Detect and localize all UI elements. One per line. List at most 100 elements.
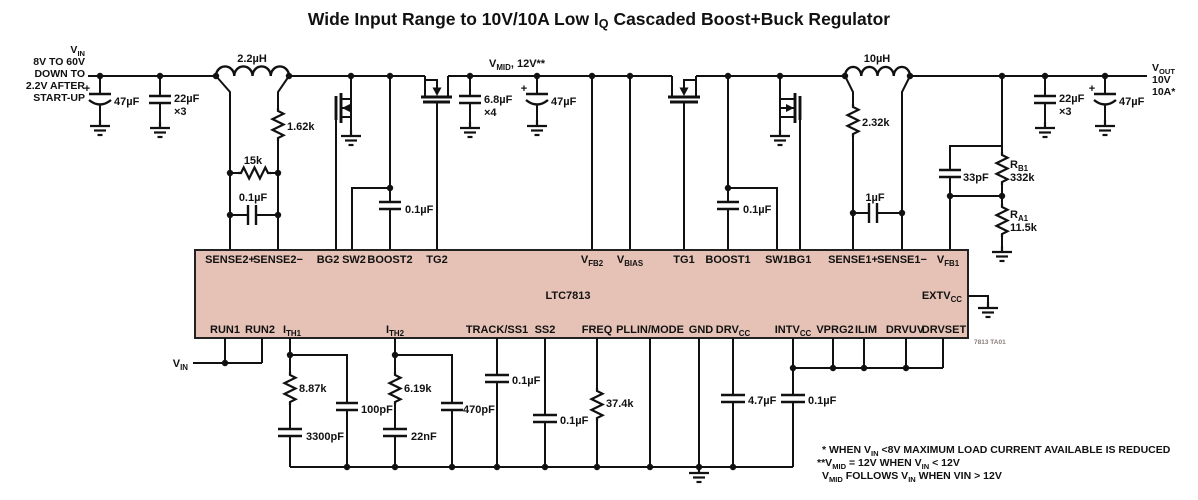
vin-l4: 2.2V AFTER <box>26 80 86 92</box>
freq-resistor <box>590 386 604 423</box>
sense1-dcr-resistor <box>846 102 860 139</box>
intvcc-cap-value: 0.1µF <box>808 395 837 407</box>
sense2-dcr-resistor <box>271 106 285 143</box>
pin-ith2: ITH2 <box>386 324 405 338</box>
sense2-filter-resistor <box>236 166 273 180</box>
boost1-bootstrap: 0.1µF <box>717 76 778 250</box>
top-power-rail <box>88 65 1147 77</box>
ra1-name: RA1 <box>1010 209 1029 223</box>
pin-intvcc: INTVCC <box>775 324 812 338</box>
ss1-cap-value: 0.1µF <box>512 375 541 387</box>
vout-current: 10A* <box>1152 86 1176 98</box>
pin-tg2: TG2 <box>426 254 447 266</box>
vmid-node: VMID, 12V** 6.8µF ×4 + 47µF <box>459 58 631 250</box>
pin-boost2: BOOST2 <box>367 254 412 266</box>
drvcc-cap-value: 4.7µF <box>748 395 777 407</box>
cout-cer-qty: ×3 <box>1059 106 1072 118</box>
ith1-resistor <box>283 370 297 407</box>
boost1-cap-value: 0.1µF <box>743 204 772 216</box>
boost-sense-network: 2.2µH 1.62k 15k 0.1µF <box>215 53 315 250</box>
ith1-res-value: 8.87k <box>299 383 327 395</box>
cin-ceramic-capacitor <box>149 76 171 137</box>
pin-freq: FREQ <box>582 324 613 336</box>
bg2-mosfet <box>334 76 363 250</box>
cin-bulk-polarity: + <box>84 83 90 95</box>
ith1-cap-value: 3300pF <box>306 431 344 443</box>
vmid-cer-qty: ×4 <box>484 107 497 119</box>
cout-bulk-value: 47µF <box>1119 96 1145 108</box>
pin-ilim: ILIM <box>855 324 877 336</box>
pin-sense2-minus: SENSE2− <box>253 254 303 266</box>
vout-name: VOUT <box>1152 62 1175 76</box>
rb1-resistor <box>995 150 1009 187</box>
pin-gnd: GND <box>689 324 714 336</box>
cin-cer-value: 22µF <box>174 93 200 105</box>
pin-run2: RUN2 <box>245 324 275 336</box>
run-connection: VIN <box>173 338 263 372</box>
pin-pllin-mode: PLLIN/MODE <box>616 324 684 336</box>
bg1-mosfet <box>768 76 802 250</box>
rb1-name: RB1 <box>1010 159 1029 173</box>
cin-bulk-capacitor <box>89 76 111 135</box>
extvcc-connection <box>968 295 1000 319</box>
buck-sense-network: 10µH 2.32k 1µF <box>844 53 911 250</box>
vmid-bulk-capacitor <box>526 76 548 135</box>
vmid-ceramic-capacitor <box>459 76 481 137</box>
pin-extvcc: EXTVCC <box>922 290 962 304</box>
ith2-compensation: 6.19k 22nF 470pF <box>383 338 495 467</box>
bg1-ground <box>768 128 792 147</box>
pin-vprg2: VPRG2 <box>816 324 853 336</box>
tg2-mosfet <box>421 76 452 250</box>
extvcc-ground <box>976 300 1000 319</box>
pin-boost1: BOOST1 <box>705 254 750 266</box>
sense1-dcr-value: 2.32k <box>862 117 890 129</box>
ith2-cap-value: 22nF <box>411 431 437 443</box>
vin-run-label: VIN <box>173 358 189 372</box>
vin-range: 8V TO 60V <box>33 56 85 68</box>
vout-voltage: 10V <box>1152 74 1171 86</box>
pin-sense2-plus: SENSE2+ <box>205 254 255 266</box>
footnotes: * WHEN VIN <8V MAXIMUM LOAD CURRENT AVAI… <box>817 444 1171 484</box>
cin-bulk-value: 47µF <box>114 96 140 108</box>
output-capacitors: 22µF ×3 + 47µF VOUT 10V 10A* <box>1034 62 1176 137</box>
pin-drvuv: DRVUV <box>886 324 925 336</box>
pin-run1: RUN1 <box>210 324 240 336</box>
divider-ground <box>990 244 1014 263</box>
ic-ref-tag: 7813 TA01 <box>974 339 1006 346</box>
cin-cer-qty: ×3 <box>174 106 187 118</box>
feedback-divider: 33pF RB1 332k RA1 11.5k <box>939 76 1038 263</box>
ith2-hf-cap-value: 470pF <box>463 404 495 416</box>
boost-inductor-value: 2.2µH <box>237 53 267 65</box>
ic-ltc7813: LTC7813 7813 TA01 SENSE2+ SENSE2− BG2 SW… <box>194 249 1006 346</box>
vmid-net-label: VMID, 12V** <box>489 58 546 72</box>
sense1-filter-cap-value: 1µF <box>865 192 884 204</box>
ith1-compensation: 8.87k 3300pF 100pF <box>278 338 393 467</box>
cout-bulk-polarity: + <box>1089 83 1095 95</box>
tg1-mosfet <box>668 76 700 250</box>
fb-cap-value: 33pF <box>963 172 989 184</box>
cout-ceramic-capacitor <box>1034 76 1056 137</box>
pin-ith1: ITH1 <box>283 324 302 338</box>
ic-body <box>194 249 969 339</box>
ith2-resistor <box>388 370 402 407</box>
buck-inductor <box>843 65 912 77</box>
schematic-title: Wide Input Range to 10V/10A Low IQ Casca… <box>308 9 890 31</box>
vin-l5: START-UP <box>33 92 85 104</box>
vin-name: VIN <box>70 44 85 58</box>
pin-track-ss1: TRACK/SS1 <box>466 324 528 336</box>
vin-net-label: VIN 8V TO 60V DOWN TO 2.2V AFTER START-U… <box>26 44 86 104</box>
ic-part-number: LTC7813 <box>545 290 590 302</box>
bg2-ground <box>339 128 363 147</box>
vmid-cer-value: 6.8µF <box>484 94 513 106</box>
ith2-res-value: 6.19k <box>404 383 432 395</box>
pin-vfb2: VFB2 <box>581 254 604 268</box>
junction-dots <box>96 72 1109 471</box>
ra1-resistor <box>995 202 1009 239</box>
sense2-dcr-value: 1.62k <box>287 121 315 133</box>
pin-sw2: SW2 <box>342 254 366 266</box>
boost-inductor <box>214 65 291 77</box>
pin-vfb1: VFB1 <box>937 254 960 268</box>
pin-bg1: BG1 <box>789 254 812 266</box>
ra1-value: 11.5k <box>1010 222 1038 234</box>
